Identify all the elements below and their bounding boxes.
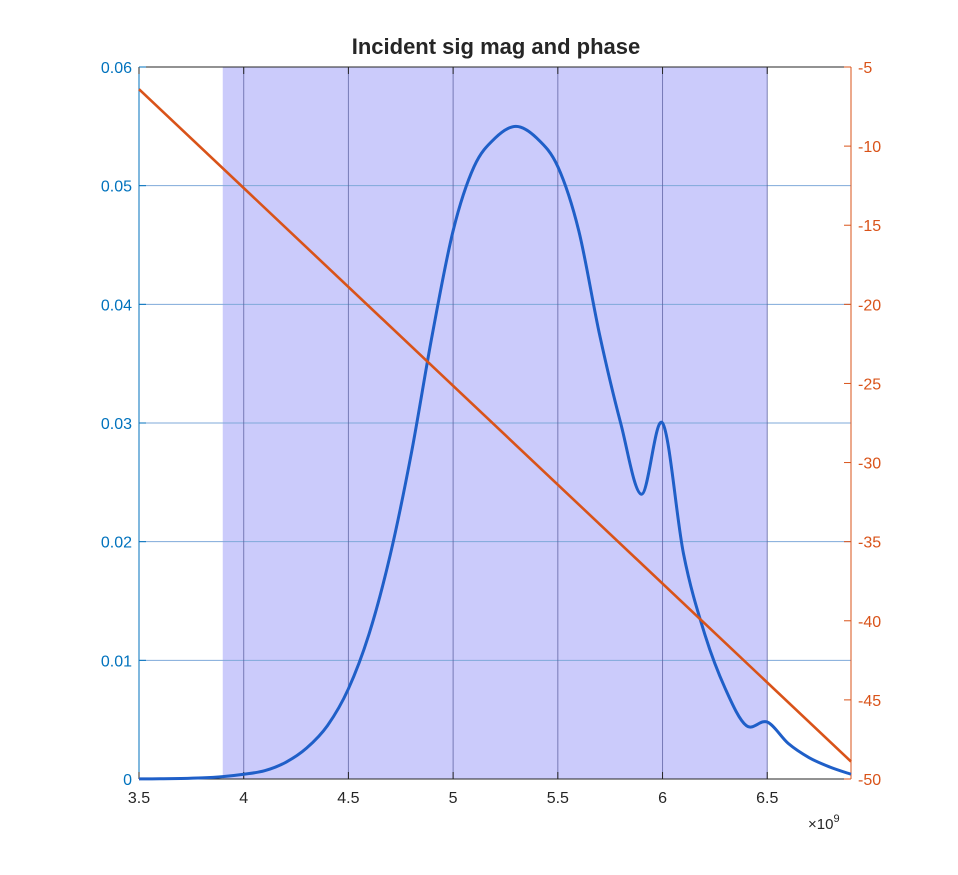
- right-y-tick-label: -10: [858, 139, 881, 156]
- x-exponent-power: 9: [833, 813, 839, 825]
- x-tick-label: 5.5: [547, 790, 569, 807]
- x-tick-label: 6: [658, 790, 667, 807]
- right-y-tick-label: -45: [858, 693, 881, 710]
- right-y-tick-label: -15: [858, 218, 881, 235]
- left-y-tick-label: 0.03: [101, 416, 132, 433]
- left-y-tick-label: 0.02: [101, 535, 132, 552]
- right-y-tick-label: -5: [858, 60, 872, 77]
- left-y-tick-label: 0.04: [101, 297, 132, 314]
- right-y-tick-label: -50: [858, 772, 881, 789]
- chart-title: Incident sig mag and phase: [352, 34, 641, 59]
- right-y-tick-label: -35: [858, 535, 881, 552]
- series-magnitude-line: [138, 124, 852, 781]
- x-tick-label: 6.5: [756, 790, 778, 807]
- series-phase-line: [138, 88, 852, 763]
- left-y-tick-label: 0: [123, 772, 132, 789]
- right-y-tick-label: -20: [858, 297, 881, 314]
- x-tick-label: 4: [239, 790, 248, 807]
- right-y-tick-label: -30: [858, 456, 881, 473]
- right-y-tick-label: -40: [858, 614, 881, 631]
- left-y-tick-label: 0.05: [101, 179, 132, 196]
- x-exponent-label: ×109: [808, 813, 840, 833]
- x-tick-label: 4.5: [337, 790, 359, 807]
- x-tick-label: 5: [449, 790, 458, 807]
- x-tick-label: 3.5: [128, 790, 150, 807]
- right-y-tick-label: -25: [858, 376, 881, 393]
- left-y-tick-label: 0.06: [101, 60, 132, 77]
- left-y-tick-label: 0.01: [101, 653, 132, 670]
- plot-area: 3.5 4 4.5 5 5.5 6 6.5 0 0.01 0.02 0.03 0.04 0.05 0.06…: [101, 60, 881, 807]
- x-exponent-base: ×10: [808, 816, 833, 833]
